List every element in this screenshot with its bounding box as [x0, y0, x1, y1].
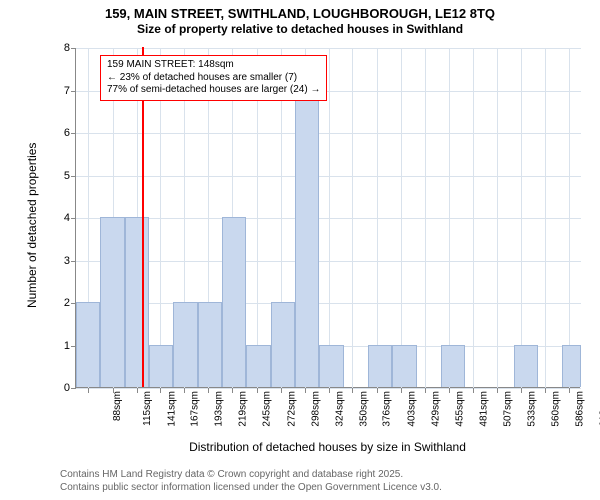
annotation-box: 159 MAIN STREET: 148sqm ← 23% of detache… — [100, 55, 327, 101]
chart-titles: 159, MAIN STREET, SWITHLAND, LOUGHBOROUG… — [0, 6, 600, 37]
x-tick-label: 219sqm — [238, 391, 249, 427]
x-tick-label: 115sqm — [142, 391, 153, 426]
gridline-vertical — [473, 48, 474, 388]
gridline-vertical — [329, 48, 330, 388]
annotation-line-3: 77% of semi-detached houses are larger (… — [107, 84, 320, 97]
x-tick-label: 403sqm — [407, 391, 418, 427]
x-tick-mark — [281, 388, 282, 393]
histogram-bar — [173, 302, 197, 387]
histogram-bar — [514, 345, 538, 388]
histogram-bar — [319, 345, 343, 388]
gridline-vertical — [449, 48, 450, 388]
y-tick-mark — [71, 176, 76, 177]
x-tick-mark — [329, 388, 330, 393]
x-tick-mark — [305, 388, 306, 393]
x-tick-label: 272sqm — [286, 391, 297, 427]
histogram-bar — [562, 345, 581, 388]
histogram-bar — [368, 345, 392, 388]
gridline-vertical — [352, 48, 353, 388]
x-tick-mark — [88, 388, 89, 393]
x-tick-label: 245sqm — [262, 391, 273, 427]
x-tick-label: 533sqm — [526, 391, 537, 427]
x-tick-mark — [257, 388, 258, 393]
x-tick-mark — [473, 388, 474, 393]
x-tick-label: 481sqm — [478, 391, 489, 427]
x-tick-mark — [521, 388, 522, 393]
footer-line-2: Contains public sector information licen… — [60, 482, 442, 495]
y-tick-mark — [71, 91, 76, 92]
chart-footer: Contains HM Land Registry data © Crown c… — [60, 469, 442, 494]
y-tick-mark — [71, 388, 76, 389]
gridline-vertical — [401, 48, 402, 388]
x-tick-mark — [401, 388, 402, 393]
x-tick-mark — [137, 388, 138, 393]
x-tick-mark — [160, 388, 161, 393]
x-tick-label: 350sqm — [358, 391, 369, 427]
histogram-bar — [295, 90, 319, 388]
gridline-vertical — [377, 48, 378, 388]
annotation-line-1: 159 MAIN STREET: 148sqm — [107, 59, 320, 72]
y-tick-mark — [71, 48, 76, 49]
x-tick-mark — [352, 388, 353, 393]
histogram-bar — [198, 302, 222, 387]
chart-title-1: 159, MAIN STREET, SWITHLAND, LOUGHBOROUG… — [0, 6, 600, 22]
x-tick-mark — [113, 388, 114, 393]
x-tick-mark — [377, 388, 378, 393]
x-tick-mark — [232, 388, 233, 393]
x-tick-mark — [208, 388, 209, 393]
x-tick-label: 560sqm — [551, 391, 562, 427]
x-tick-label: 324sqm — [334, 391, 345, 427]
x-tick-label: 507sqm — [502, 391, 513, 427]
gridline-vertical — [497, 48, 498, 388]
x-tick-label: 88sqm — [112, 391, 123, 421]
gridline-vertical — [569, 48, 570, 388]
histogram-bar — [76, 302, 100, 387]
chart-title-2: Size of property relative to detached ho… — [0, 22, 600, 37]
histogram-bar — [222, 217, 246, 387]
y-tick-mark — [71, 261, 76, 262]
x-tick-mark — [449, 388, 450, 393]
x-tick-label: 455sqm — [454, 391, 465, 427]
x-tick-label: 586sqm — [575, 391, 586, 427]
x-tick-mark — [425, 388, 426, 393]
histogram-bar — [125, 217, 149, 387]
y-tick-mark — [71, 133, 76, 134]
footer-line-1: Contains HM Land Registry data © Crown c… — [60, 469, 442, 482]
x-tick-label: 376sqm — [382, 391, 393, 427]
gridline-vertical — [545, 48, 546, 388]
histogram-bar — [441, 345, 465, 388]
histogram-bar — [100, 217, 124, 387]
x-tick-label: 193sqm — [214, 391, 225, 427]
x-tick-mark — [545, 388, 546, 393]
x-tick-label: 298sqm — [310, 391, 321, 427]
gridline-vertical — [425, 48, 426, 388]
x-tick-label: 429sqm — [431, 391, 442, 427]
x-tick-label: 167sqm — [190, 391, 201, 427]
x-axis-label: Distribution of detached houses by size … — [75, 440, 580, 454]
chart-container: 159, MAIN STREET, SWITHLAND, LOUGHBOROUG… — [0, 0, 600, 500]
histogram-bar — [149, 345, 173, 388]
gridline-vertical — [521, 48, 522, 388]
x-tick-mark — [569, 388, 570, 393]
x-tick-mark — [497, 388, 498, 393]
histogram-bar — [271, 302, 295, 387]
histogram-bar — [246, 345, 270, 388]
histogram-bar — [392, 345, 416, 388]
annotation-line-2: ← 23% of detached houses are smaller (7) — [107, 72, 320, 85]
y-tick-mark — [71, 218, 76, 219]
x-tick-mark — [184, 388, 185, 393]
x-tick-label: 141sqm — [166, 391, 177, 427]
